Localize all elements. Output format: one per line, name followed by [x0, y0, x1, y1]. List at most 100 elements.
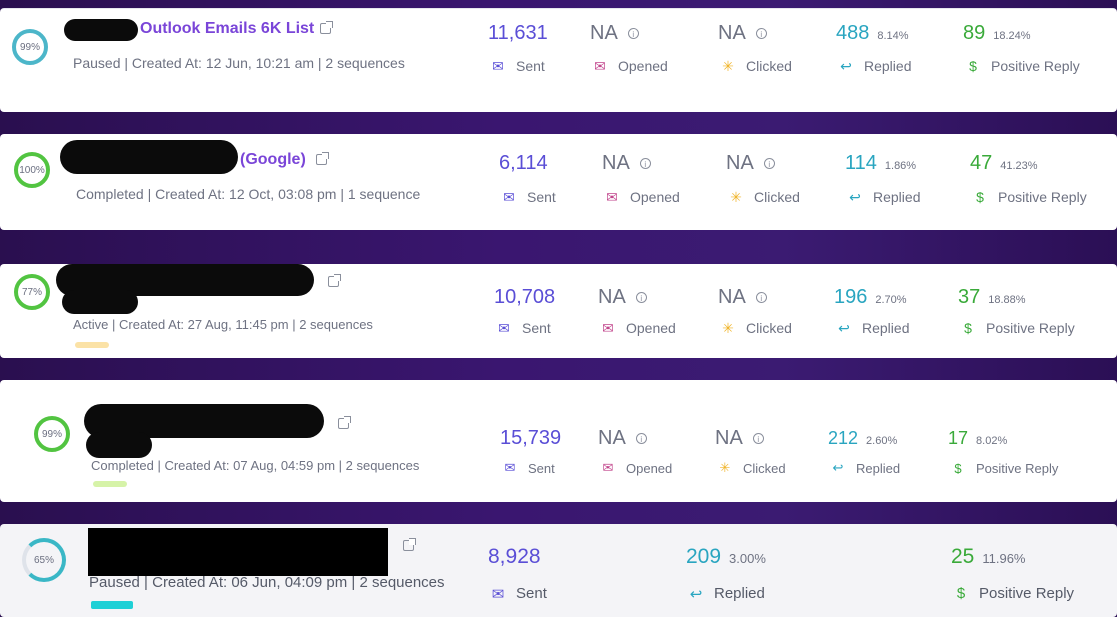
sent-label: ✉ Sent — [499, 188, 556, 206]
click-burst-icon: ✳ — [719, 460, 731, 475]
campaign-card[interactable]: 65% Paused | Created At: 06 Jun, 04:09 p… — [0, 524, 1117, 617]
sent-count: 6,114 — [499, 152, 548, 174]
positive-label: $ Positive Reply — [963, 58, 1080, 74]
redacted-block — [88, 528, 388, 576]
replied-count: 488 8.14% — [836, 22, 909, 44]
campaign-card[interactable]: 77% Active | Created At: 27 Aug, 11:45 p… — [0, 264, 1117, 358]
send-icon: ✉ — [503, 188, 515, 205]
info-icon[interactable]: i — [755, 292, 767, 304]
send-icon: ✉ — [492, 57, 504, 74]
progress-ring: 65% — [22, 538, 66, 582]
positive-label: $ Positive Reply — [948, 460, 1058, 476]
replied-label: ↩ Replied — [686, 585, 765, 603]
sent-label: ✉ Sent — [488, 57, 545, 75]
campaign-name[interactable]: Outlook Emails 6K List — [140, 20, 315, 37]
dollar-icon: $ — [956, 585, 966, 602]
positive-label: $ Positive Reply — [951, 585, 1074, 602]
opened-count: NA i — [590, 22, 639, 44]
info-icon[interactable]: i — [752, 433, 764, 445]
info-icon[interactable]: i — [635, 433, 647, 445]
replied-label: ↩ Replied — [828, 460, 901, 476]
status-tag — [91, 601, 133, 609]
campaign-card[interactable]: 100% (Google) Completed | Created At: 12… — [0, 134, 1117, 230]
sent-label: ✉ Sent — [488, 585, 547, 603]
replied-count: 209 3.00% — [686, 545, 766, 568]
positive-count: 17 8.02% — [948, 428, 1008, 448]
opened-label: ✉ Opened — [590, 57, 668, 75]
external-link-icon[interactable] — [328, 274, 341, 287]
external-link-icon[interactable] — [338, 416, 351, 429]
campaign-name[interactable]: (Google) — [240, 151, 306, 168]
sent-count: 15,739 — [500, 427, 562, 449]
info-icon[interactable]: i — [763, 158, 775, 170]
sent-label: ✉ Sent — [500, 460, 555, 476]
positive-count: 25 11.96% — [951, 545, 1026, 568]
sent-label: ✉ Sent — [494, 319, 551, 337]
positive-label: $ Positive Reply — [958, 320, 1075, 336]
click-burst-icon: ✳ — [730, 188, 742, 205]
opened-label: ✉ Opened — [598, 460, 673, 476]
send-icon: ✉ — [491, 585, 505, 603]
progress-value: 99% — [19, 41, 40, 53]
positive-count: 47 41.23% — [970, 152, 1038, 174]
dollar-icon: $ — [964, 320, 972, 336]
external-link-icon[interactable] — [316, 152, 329, 165]
opened-envelope-icon: ✉ — [602, 460, 614, 475]
opened-envelope-icon: ✉ — [602, 319, 614, 336]
opened-envelope-icon: ✉ — [594, 57, 606, 74]
redacted-block — [60, 140, 238, 174]
clicked-count: NA i — [726, 152, 775, 174]
info-icon[interactable]: i — [639, 158, 651, 170]
opened-label: ✉ Opened — [602, 188, 680, 206]
clicked-count: NA i — [715, 427, 764, 449]
dollar-icon: $ — [954, 460, 962, 476]
redacted-block — [62, 290, 138, 314]
replied-count: 196 2.70% — [834, 286, 907, 308]
campaign-meta: Active | Created At: 27 Aug, 11:45 pm | … — [73, 317, 373, 332]
dollar-icon: $ — [976, 189, 984, 205]
progress-value: 77% — [21, 286, 42, 298]
campaign-meta: Paused | Created At: 12 Jun, 10:21 am | … — [73, 55, 405, 71]
sent-count: 11,631 — [488, 22, 548, 44]
clicked-label: ✳ Clicked — [726, 188, 800, 206]
positive-count: 89 18.24% — [963, 22, 1031, 44]
redacted-block — [86, 432, 152, 458]
reply-icon: ↩ — [849, 188, 861, 205]
campaign-card[interactable]: 99% Completed | Created At: 07 Aug, 04:5… — [0, 380, 1117, 502]
campaign-card[interactable]: 99% Outlook Emails 6K List Paused | Crea… — [0, 8, 1117, 112]
send-icon: ✉ — [498, 319, 510, 336]
dollar-icon: $ — [969, 58, 977, 74]
click-burst-icon: ✳ — [722, 319, 734, 336]
opened-count: NA i — [598, 427, 647, 449]
progress-value: 100% — [19, 164, 45, 176]
progress-ring: 77% — [14, 274, 50, 310]
progress-ring: 99% — [34, 416, 70, 452]
info-icon[interactable]: i — [755, 28, 767, 40]
progress-ring: 99% — [12, 29, 48, 65]
external-link-icon[interactable] — [320, 21, 333, 34]
replied-label: ↩ Replied — [836, 58, 911, 75]
clicked-count: NA i — [718, 286, 767, 308]
opened-count: NA i — [602, 152, 651, 174]
clicked-label: ✳ Clicked — [715, 460, 786, 476]
status-tag — [75, 342, 109, 348]
redacted-block — [64, 19, 138, 41]
positive-label: $ Positive Reply — [970, 189, 1087, 205]
external-link-icon[interactable] — [403, 538, 416, 551]
opened-envelope-icon: ✉ — [606, 188, 618, 205]
replied-label: ↩ Replied — [845, 188, 920, 206]
progress-value: 99% — [41, 428, 62, 440]
status-tag — [93, 481, 127, 487]
info-icon[interactable]: i — [627, 28, 639, 40]
clicked-label: ✳ Clicked — [718, 319, 792, 337]
info-icon[interactable]: i — [635, 292, 647, 304]
reply-icon: ↩ — [689, 585, 703, 603]
campaign-meta: Paused | Created At: 06 Jun, 04:09 pm | … — [89, 574, 445, 591]
clicked-label: ✳ Clicked — [718, 57, 792, 75]
sent-count: 10,708 — [494, 286, 556, 308]
campaign-meta: Completed | Created At: 12 Oct, 03:08 pm… — [76, 186, 421, 202]
replied-count: 114 1.86% — [845, 152, 917, 174]
click-burst-icon: ✳ — [722, 57, 734, 74]
positive-count: 37 18.88% — [958, 286, 1026, 308]
progress-value: 65% — [33, 554, 54, 566]
